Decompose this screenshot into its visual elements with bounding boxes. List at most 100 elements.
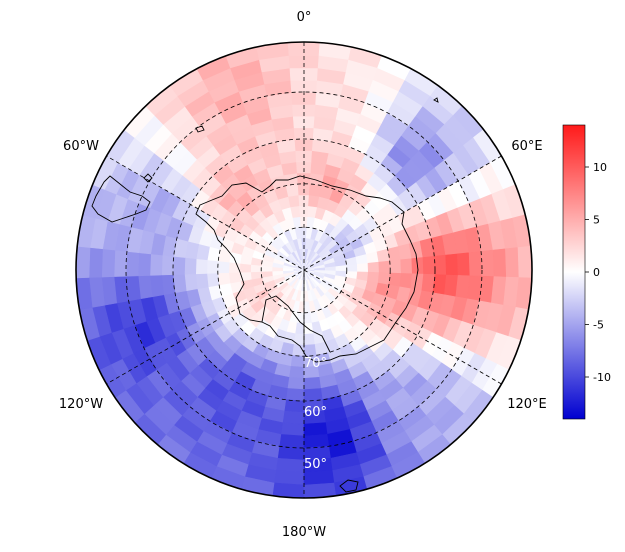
field-cell <box>530 244 532 279</box>
lon-label-60e: 60°E <box>511 139 542 154</box>
field-cell <box>303 376 322 390</box>
lat-label-60: 60° <box>304 405 327 420</box>
field-cell <box>388 272 402 288</box>
parallel-50 <box>125 91 483 449</box>
field-cell <box>346 264 358 273</box>
field-cell <box>88 247 103 278</box>
field-cell <box>356 262 369 273</box>
field-cell <box>303 312 312 324</box>
field-cell <box>172 273 187 294</box>
field-cell <box>217 260 230 274</box>
ross-shelf <box>261 295 331 353</box>
coastline <box>91 97 439 493</box>
field-cell <box>303 333 315 346</box>
lon-label-180w: 180°W <box>282 525 326 540</box>
field-cell <box>278 434 305 449</box>
field-cell <box>195 258 208 275</box>
colorbar-gradient <box>562 124 586 420</box>
field-cell <box>303 422 328 437</box>
field-cell <box>422 255 436 275</box>
field-cell <box>492 248 507 278</box>
field-cell <box>378 260 391 274</box>
field-cell <box>195 273 209 290</box>
nz-islands <box>339 479 359 493</box>
field-cell <box>184 273 198 292</box>
field-cell <box>303 388 323 402</box>
field-cell <box>282 410 305 425</box>
field-cell <box>76 244 78 279</box>
field-cell <box>228 271 241 284</box>
field-cell <box>290 355 305 368</box>
field-cell <box>303 344 317 357</box>
lon-label-120e: 120°E <box>507 397 547 412</box>
lon-label-0: 0° <box>297 10 312 25</box>
parallel-80 <box>260 226 348 314</box>
field-cell <box>285 388 305 402</box>
field-cell <box>172 255 186 275</box>
meridian-120 <box>106 155 502 385</box>
field-cell <box>280 422 305 437</box>
field-cell <box>389 259 402 274</box>
field-cell <box>288 365 305 379</box>
field-cell <box>113 249 128 277</box>
field-cell <box>137 252 152 277</box>
field-cell <box>273 470 305 486</box>
field-cell <box>125 251 140 277</box>
field-cell <box>285 183 300 197</box>
field-cell <box>101 248 116 278</box>
south-america-coastline <box>91 175 151 223</box>
falklands <box>143 173 153 183</box>
lat-label-70: 70° <box>304 356 327 371</box>
field-cell <box>239 262 252 273</box>
graticule <box>106 42 502 498</box>
field-cell <box>303 482 337 498</box>
field-cell <box>206 259 219 274</box>
colorbar: 10 5 0 -5 -10 <box>562 124 611 420</box>
field-cell <box>286 376 305 390</box>
field-cell <box>303 470 335 486</box>
field-cell <box>400 258 413 275</box>
field-cell <box>399 273 413 290</box>
field-cell <box>217 272 231 286</box>
field-cell <box>76 245 91 279</box>
small-island <box>195 125 205 133</box>
field-cell <box>480 249 495 277</box>
meridian-60 <box>106 155 502 385</box>
field-cell <box>517 245 532 279</box>
field-cell <box>161 274 176 296</box>
field-cell <box>275 457 305 473</box>
field-cell <box>288 194 300 208</box>
lon-label-60w: 60°W <box>63 139 99 154</box>
field-cell <box>445 253 459 276</box>
anomaly-field <box>76 42 532 498</box>
field-cell <box>161 254 175 276</box>
colorbar-tick-label: 0 <box>593 266 600 279</box>
field-cell <box>367 261 380 273</box>
lat-label-50: 50° <box>304 457 327 472</box>
field-cell <box>505 247 520 278</box>
colorbar-tick-label: 5 <box>593 214 600 227</box>
map-boundary <box>75 41 533 499</box>
field-cell <box>286 42 322 43</box>
lon-label-120w: 120°W <box>59 397 103 412</box>
colorbar-tick-label: -10 <box>593 371 611 384</box>
field-cell <box>149 253 163 276</box>
field-cell <box>335 265 348 272</box>
field-cell <box>303 434 330 449</box>
small-island-2 <box>433 97 439 103</box>
colorbar-tick-label: -5 <box>593 319 604 332</box>
field-cell <box>421 273 436 294</box>
field-cell <box>293 333 305 346</box>
field-cell <box>433 254 447 276</box>
field-cell <box>283 399 305 413</box>
colorbar-ticks: 10 5 0 -5 -10 <box>585 161 611 384</box>
field-cell <box>206 272 220 288</box>
colorbar-tick-label: 10 <box>593 161 607 174</box>
field-cell <box>456 252 471 277</box>
antarctica-coastline <box>195 175 419 363</box>
field-cell <box>184 257 197 275</box>
field-cell <box>324 266 337 272</box>
field-cell <box>468 251 483 277</box>
parallel-70 <box>217 183 391 357</box>
